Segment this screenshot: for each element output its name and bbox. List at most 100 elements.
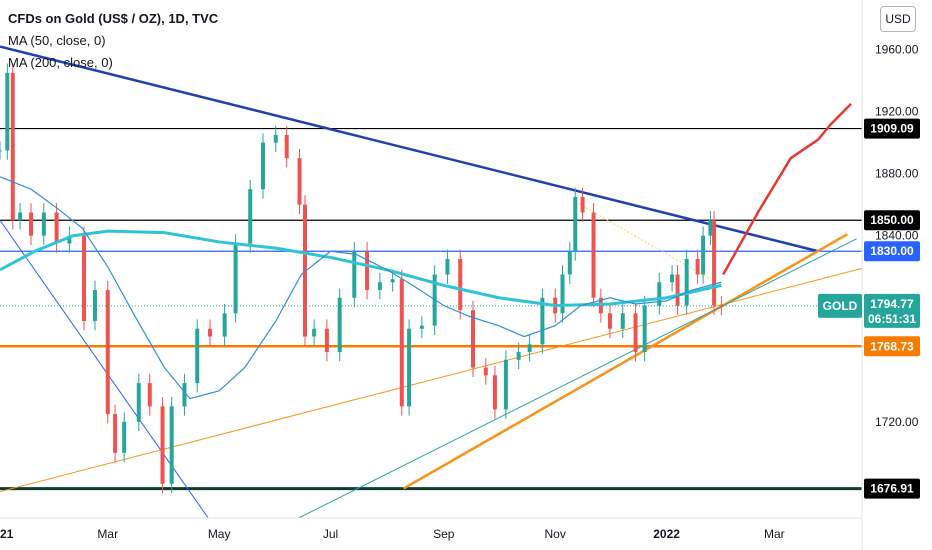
ma200-legend: MA (200, close, 0) (8, 55, 113, 70)
symbol-badge-bg (818, 293, 862, 318)
candle-body (567, 251, 572, 275)
candle-body (503, 359, 508, 410)
candle-body (222, 313, 227, 337)
candle-body (41, 212, 46, 236)
candle-body (492, 375, 497, 410)
candle-body (657, 282, 662, 306)
candle-body (136, 383, 141, 422)
price-tag-1768.73-bg (864, 336, 920, 357)
ma200-line (0, 229, 722, 308)
candle-body (419, 325, 424, 329)
candle-body (365, 251, 370, 291)
symbol-badge: GOLD (823, 299, 858, 313)
projection-line (722, 103, 852, 276)
trendlines (0, 45, 862, 518)
candle-body (105, 290, 110, 415)
candle-body (390, 279, 395, 283)
candle-body (642, 305, 647, 353)
price-tag-1909.09: 1909.09 (870, 122, 914, 136)
trendline-descending (0, 45, 819, 253)
candle-body (113, 414, 118, 453)
candle-body (407, 328, 412, 407)
candle-body (302, 204, 307, 337)
candle-body (18, 212, 23, 221)
trendline-ascending-thin-orange (0, 267, 862, 493)
currency-button[interactable]: USD (880, 6, 916, 32)
xtick-label: 2022 (653, 527, 680, 541)
chart-legend: CFDs on Gold (US$ / OZ), 1D, TVC MA (50,… (8, 8, 218, 74)
candle-body (695, 259, 700, 275)
candle-body (233, 243, 238, 314)
candle-body (29, 212, 34, 236)
trendline-ascending-bold (402, 233, 849, 490)
candle-body (620, 313, 625, 329)
price-tag-1909.09-bg (864, 118, 920, 139)
candle-body (719, 305, 724, 307)
candle-body (471, 310, 476, 368)
price-tag-1850.00: 1850.00 (870, 213, 914, 227)
xtick-label: Mar (764, 527, 785, 541)
candle-body (122, 421, 127, 453)
candle-body (580, 196, 585, 213)
candle-body (82, 235, 87, 322)
candle-body (399, 279, 404, 407)
candle-body (445, 259, 450, 275)
xtick-label: Mar (97, 527, 118, 541)
candle-body (312, 328, 317, 337)
candle-body (516, 352, 521, 360)
candle-body (701, 235, 706, 275)
xtick-label: Nov (545, 527, 566, 541)
current-price-bg (864, 293, 920, 328)
candle-body (708, 220, 713, 236)
price-tag-1676.91-bg (864, 478, 920, 499)
price-tag-1676.91: 1676.91 (870, 482, 914, 496)
price-tag-1830.00: 1830.00 (870, 244, 914, 258)
candle-body (10, 72, 15, 221)
candle-body (169, 406, 174, 484)
candle-body (284, 134, 289, 159)
candle-body (195, 328, 200, 384)
candle-body (67, 235, 72, 244)
ma50-legend: MA (50, close, 0) (8, 33, 106, 48)
candle-body (92, 290, 97, 322)
candle-body (54, 212, 59, 244)
ytick-label: 1880.00 (875, 167, 919, 181)
candle-body (5, 72, 10, 151)
candle-body (160, 406, 165, 484)
candle-body (0, 150, 2, 152)
candle-body (607, 313, 612, 329)
trendline-diagonal-thin-yellow (575, 201, 711, 280)
xtick-label: May (208, 527, 231, 541)
ytick-label: 1840.00 (875, 229, 919, 243)
candle-body (208, 328, 213, 337)
price-tag-1768.73: 1768.73 (870, 339, 914, 353)
candle-body (377, 282, 382, 291)
candle-body (591, 212, 596, 298)
candle-body (573, 196, 578, 252)
candle-body (458, 259, 463, 311)
candle-body (324, 328, 329, 353)
candle-body (560, 274, 565, 314)
candle-body (352, 251, 357, 298)
countdown-label: 06:51:31 (868, 312, 916, 326)
candle-body (684, 259, 689, 306)
xtick-label: Sep (433, 527, 455, 541)
price-tag-1850.00-bg (864, 210, 920, 231)
chart-title: CFDs on Gold (US$ / OZ), 1D, TVC (8, 11, 219, 26)
ma50-line (0, 176, 722, 400)
candle-body (273, 134, 278, 143)
price-tag-1830.00-bg (864, 241, 920, 262)
candle-body (527, 344, 532, 353)
candle-body (670, 274, 675, 283)
candle-body (712, 220, 717, 306)
candle-body (337, 297, 342, 353)
candle-body (297, 158, 302, 205)
current-price-label: 1794.77 (870, 297, 914, 311)
candle-body (147, 383, 152, 407)
xtick-label: 2021 (0, 527, 14, 541)
ytick-label: 1720.00 (875, 415, 919, 429)
xtick-label: Jul (323, 527, 338, 541)
trendline-diagonal-thin-blue (0, 219, 209, 518)
ytick-label: 1960.00 (875, 43, 919, 57)
